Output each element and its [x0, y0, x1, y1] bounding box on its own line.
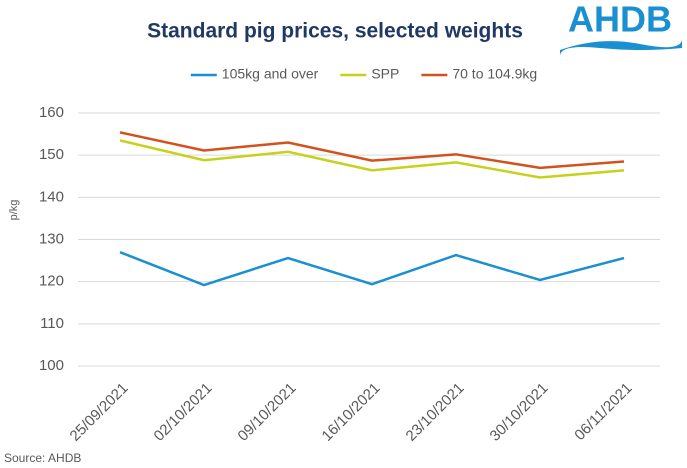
- y-tick-label: 120: [39, 273, 64, 290]
- x-tick-label: 25/09/2021: [67, 380, 132, 445]
- legend: 105kg and over SPP 70 to 104.9kg: [190, 66, 537, 82]
- x-tick-label: 23/10/2021: [403, 380, 468, 445]
- legend-label: 105kg and over: [222, 66, 319, 82]
- x-tick-label: 30/10/2021: [487, 380, 552, 445]
- series-line: [119, 139, 625, 179]
- x-tick-label: 06/11/2021: [571, 380, 635, 444]
- logo: AHDB: [560, 0, 682, 56]
- x-tick-label: 02/10/2021: [151, 380, 216, 445]
- y-tick-label: 130: [39, 230, 64, 247]
- legend-item: 70 to 104.9kg: [421, 66, 537, 82]
- series-line: [119, 250, 625, 287]
- y-tick-label: 160: [39, 104, 64, 121]
- y-tick-label: 110: [40, 315, 64, 332]
- series-line: [119, 131, 625, 170]
- source: Source: AHDB: [4, 451, 81, 465]
- x-tick-label: 09/10/2021: [235, 380, 300, 445]
- logo-text: AHDB: [568, 0, 672, 40]
- legend-item: SPP: [340, 66, 399, 82]
- legend-label: 70 to 104.9kg: [452, 66, 537, 82]
- x-tick-label: 16/10/2021: [319, 380, 384, 445]
- legend-item: 105kg and over: [190, 66, 319, 82]
- y-tick-label: 140: [39, 188, 64, 205]
- y-axis-label: p/kg: [8, 200, 20, 221]
- y-tick-label: 150: [39, 146, 64, 163]
- logo-wave: [560, 40, 682, 56]
- legend-label: SPP: [371, 66, 399, 82]
- y-tick-label: 100: [39, 357, 64, 374]
- chart-title: Standard pig prices, selected weights: [147, 20, 523, 43]
